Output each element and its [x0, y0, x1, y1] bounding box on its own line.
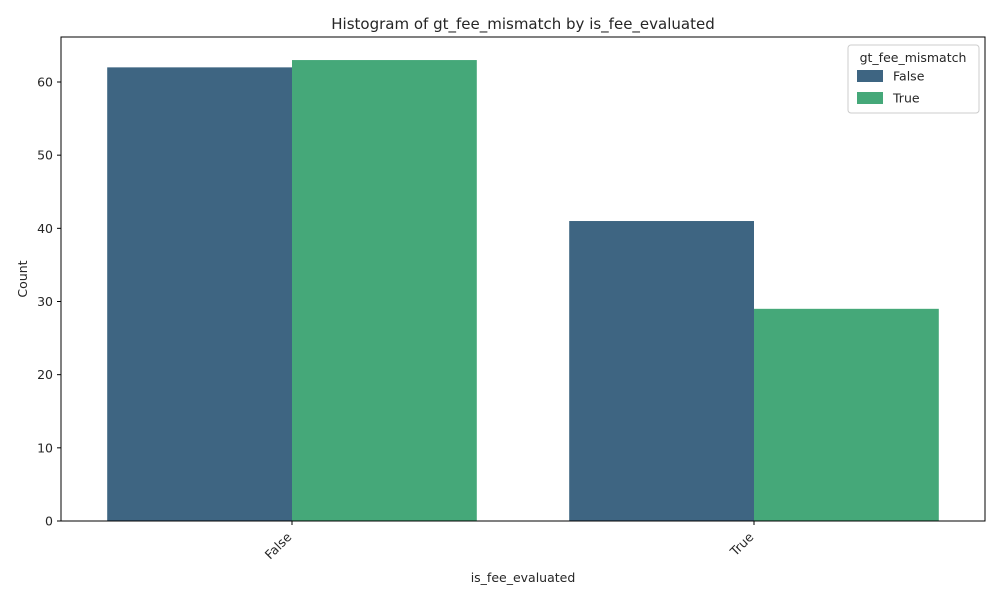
legend-swatch-false: [857, 70, 883, 82]
y-tick-label: 50: [37, 148, 53, 163]
y-tick-label: 30: [37, 294, 53, 309]
bar-false-false: [107, 67, 292, 522]
bar-true-false: [569, 221, 754, 521]
y-tick-label: 0: [45, 514, 53, 529]
x-tick-label: False: [262, 529, 295, 562]
legend-label-true: True: [892, 91, 920, 106]
plot-area: 0 10 20 30 40 50 60 False True: [37, 36, 986, 562]
legend-swatch-true: [857, 92, 883, 104]
chart-title: Histogram of gt_fee_mismatch by is_fee_e…: [331, 15, 714, 34]
y-tick-label: 20: [37, 367, 53, 382]
y-tick-label: 60: [37, 74, 53, 89]
bar-true-true: [754, 308, 939, 521]
legend-label-false: False: [893, 69, 925, 84]
plot-frame: [60, 36, 986, 522]
bar-false-true: [292, 60, 477, 522]
y-axis-label: Count: [15, 260, 30, 297]
y-tick-label: 10: [37, 440, 53, 455]
legend-title: gt_fee_mismatch: [860, 50, 967, 65]
legend: gt_fee_mismatch False True: [847, 44, 980, 114]
y-tick-label: 40: [37, 221, 53, 236]
x-axis-label: is_fee_evaluated: [471, 570, 576, 585]
x-tick-label: True: [726, 529, 756, 559]
